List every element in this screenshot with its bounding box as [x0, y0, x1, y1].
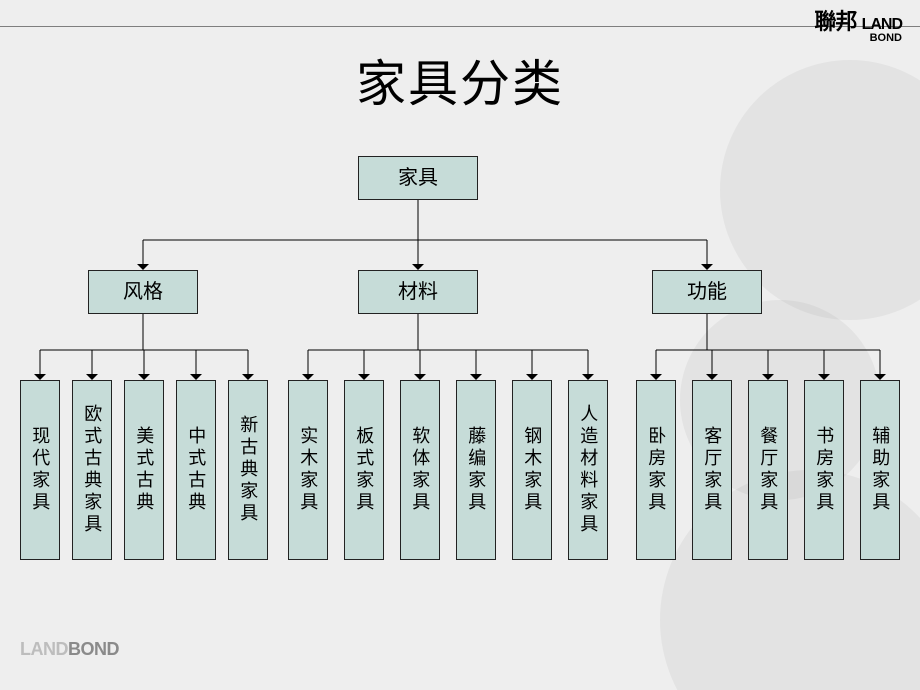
slide: 聯邦 LAND BOND 家具分类 家具风格 材料 功能现代家具 欧式古典家具 美式古典… — [0, 0, 920, 690]
node-label: 欧式古典家具 — [81, 404, 104, 536]
leaf-node: 卧房家具 — [636, 380, 676, 560]
node-label: 新古典家具 — [237, 415, 260, 525]
node-label: 现代家具 — [29, 426, 52, 514]
branch-node: 功能 — [652, 270, 762, 314]
branch-node: 材料 — [358, 270, 478, 314]
leaf-node: 辅助家具 — [860, 380, 900, 560]
leaf-node: 餐厅家具 — [748, 380, 788, 560]
brand-top-right: 聯邦 LAND BOND — [814, 4, 902, 44]
leaf-node: 钢木家具 — [512, 380, 552, 560]
node-label: 书房家具 — [813, 426, 836, 514]
node-label: 家具 — [398, 166, 438, 191]
leaf-node: 美式古典 — [124, 380, 164, 560]
branch-node: 风格 — [88, 270, 198, 314]
node-label: 辅助家具 — [869, 426, 892, 514]
node-label: 人造材料家具 — [577, 404, 600, 536]
node-label: 客厅家具 — [701, 426, 724, 514]
page-title: 家具分类 — [0, 44, 920, 116]
leaf-node: 中式古典 — [176, 380, 216, 560]
leaf-node: 板式家具 — [344, 380, 384, 560]
node-label: 餐厅家具 — [757, 426, 780, 514]
leaf-node: 实木家具 — [288, 380, 328, 560]
leaf-node: 软体家具 — [400, 380, 440, 560]
leaf-node: 欧式古典家具 — [72, 380, 112, 560]
node-label: 板式家具 — [353, 426, 376, 514]
node-label: 功能 — [687, 280, 727, 305]
node-label: 卧房家具 — [645, 426, 668, 514]
node-label: 实木家具 — [297, 426, 320, 514]
node-label: 中式古典 — [185, 426, 208, 514]
top-rule — [0, 26, 920, 27]
brand-bl-land: LAND — [20, 639, 68, 659]
leaf-node: 书房家具 — [804, 380, 844, 560]
leaf-node: 新古典家具 — [228, 380, 268, 560]
node-label: 美式古典 — [133, 426, 156, 514]
node-label: 藤编家具 — [465, 426, 488, 514]
brand-bottom-left: LANDBOND — [20, 639, 119, 660]
branch-node: 家具 — [358, 156, 478, 200]
leaf-node: 客厅家具 — [692, 380, 732, 560]
leaf-node: 藤编家具 — [456, 380, 496, 560]
leaf-node: 现代家具 — [20, 380, 60, 560]
brand-en: LAND — [862, 16, 902, 33]
leaf-node: 人造材料家具 — [568, 380, 608, 560]
brand-cn: 聯邦 — [814, 9, 856, 34]
brand-bl-bond: BOND — [68, 639, 119, 659]
node-label: 材料 — [398, 280, 438, 305]
node-label: 软体家具 — [409, 426, 432, 514]
node-label: 风格 — [123, 280, 163, 305]
node-label: 钢木家具 — [521, 426, 544, 514]
